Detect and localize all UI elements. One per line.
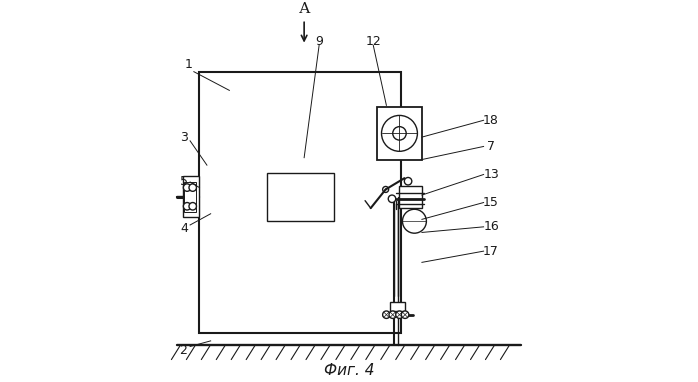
Bar [267,173,334,221]
Bar [390,302,405,311]
Circle shape [383,186,389,193]
Text: 17: 17 [483,244,499,257]
Circle shape [280,176,321,217]
Circle shape [396,311,403,319]
Text: 12: 12 [366,35,381,48]
Circle shape [382,115,417,151]
Text: 15: 15 [483,196,499,209]
Circle shape [403,209,426,233]
Circle shape [389,311,396,319]
Circle shape [393,127,406,140]
Text: Фиг. 4: Фиг. 4 [324,363,374,378]
Text: 9: 9 [315,35,323,48]
Text: 18: 18 [483,114,499,127]
Circle shape [189,184,196,191]
Text: 16: 16 [483,220,499,233]
Text: 3: 3 [181,131,188,144]
Circle shape [296,193,305,201]
Bar [377,107,422,160]
Text: 1: 1 [184,58,192,71]
Text: 7: 7 [487,140,495,153]
Text: 2: 2 [179,344,186,357]
Circle shape [388,195,396,202]
Circle shape [383,311,390,319]
Circle shape [184,184,191,191]
Bar [184,182,195,212]
Text: 5: 5 [181,175,188,188]
Bar [200,72,401,333]
Circle shape [404,178,412,185]
Circle shape [401,311,409,319]
Circle shape [184,202,191,210]
Bar [399,186,422,208]
Bar [183,176,200,217]
Text: А: А [298,2,310,16]
Text: 4: 4 [181,222,188,235]
Text: 13: 13 [483,168,499,181]
Circle shape [189,202,196,210]
